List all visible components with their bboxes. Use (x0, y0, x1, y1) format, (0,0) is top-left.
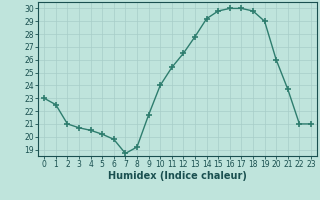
X-axis label: Humidex (Indice chaleur): Humidex (Indice chaleur) (108, 171, 247, 181)
